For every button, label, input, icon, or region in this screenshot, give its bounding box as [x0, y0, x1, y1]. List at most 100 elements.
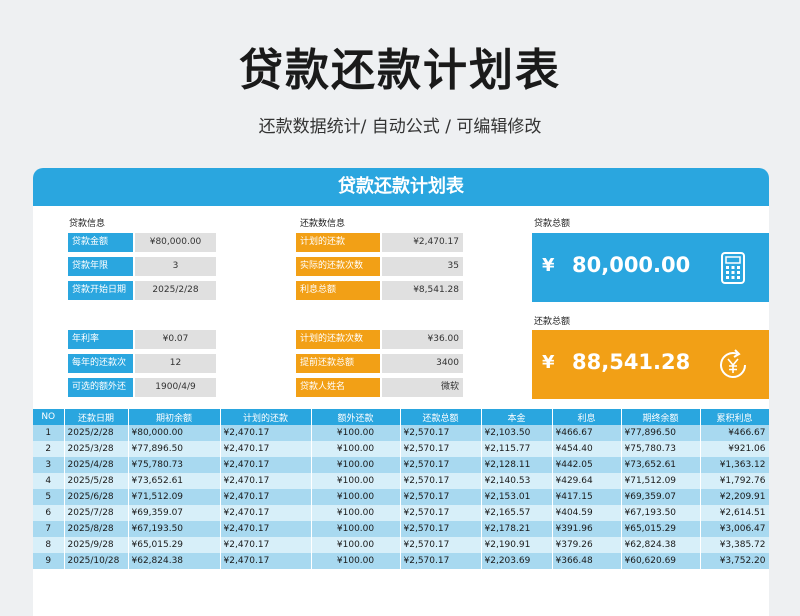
field-value[interactable]: 2025/2/28 — [135, 281, 216, 300]
table-row[interactable]: 1 2025/2/28 ¥80,000.00 ¥2,470.17 ¥100.00 ¥2,5… — [33, 425, 769, 441]
table-cell[interactable]: ¥69,359.07 — [621, 489, 701, 505]
table-row[interactable]: 5 2025/6/28 ¥71,512.09 ¥2,470.17 ¥100.00 ¥2,5… — [33, 489, 769, 505]
table-cell[interactable]: 1 — [33, 425, 65, 441]
table-cell[interactable]: ¥2,570.17 — [400, 441, 482, 457]
table-cell[interactable]: 2025/5/28 — [64, 473, 129, 489]
table-cell[interactable]: ¥2,470.17 — [220, 553, 312, 569]
field-value[interactable]: 1900/4/9 — [135, 378, 216, 397]
table-cell[interactable]: ¥80,000.00 — [128, 425, 221, 441]
table-cell[interactable]: ¥2,190.91 — [481, 537, 553, 553]
table-cell[interactable]: ¥73,652.61 — [128, 473, 221, 489]
table-cell[interactable]: 2025/3/28 — [64, 441, 129, 457]
table-cell[interactable]: ¥442.05 — [552, 457, 622, 473]
table-row[interactable]: 4 2025/5/28 ¥73,652.61 ¥2,470.17 ¥100.00 ¥2,5… — [33, 473, 769, 489]
table-cell[interactable]: ¥417.15 — [552, 489, 622, 505]
field-value[interactable]: ¥36.00 — [382, 330, 463, 349]
table-cell[interactable]: ¥77,896.50 — [128, 441, 221, 457]
table-cell[interactable]: ¥2,470.17 — [220, 505, 312, 521]
table-cell[interactable]: ¥100.00 — [311, 537, 401, 553]
table-cell[interactable]: ¥454.40 — [552, 441, 622, 457]
table-cell[interactable]: ¥100.00 — [311, 521, 401, 537]
table-cell[interactable]: ¥2,570.17 — [400, 537, 482, 553]
table-cell[interactable]: 2 — [33, 441, 65, 457]
table-cell[interactable]: ¥2,203.69 — [481, 553, 553, 569]
field-value[interactable]: 35 — [382, 257, 463, 276]
table-cell[interactable]: ¥2,470.17 — [220, 521, 312, 537]
table-cell[interactable]: ¥2,470.17 — [220, 489, 312, 505]
table-cell[interactable]: ¥77,896.50 — [621, 425, 701, 441]
table-cell[interactable]: 2025/2/28 — [64, 425, 129, 441]
table-row[interactable]: 9 2025/10/28 ¥62,824.38 ¥2,470.17 ¥100.00 ¥2,… — [33, 553, 769, 569]
table-cell[interactable]: 2025/8/28 — [64, 521, 129, 537]
table-cell[interactable]: ¥2,178.21 — [481, 521, 553, 537]
table-cell[interactable]: ¥2,570.17 — [400, 473, 482, 489]
table-cell[interactable]: ¥429.64 — [552, 473, 622, 489]
table-cell[interactable]: 2025/9/28 — [64, 537, 129, 553]
table-cell[interactable]: ¥2,470.17 — [220, 441, 312, 457]
table-cell[interactable]: ¥75,780.73 — [128, 457, 221, 473]
table-cell[interactable]: ¥100.00 — [311, 473, 401, 489]
table-cell[interactable]: 4 — [33, 473, 65, 489]
table-cell[interactable]: ¥2,103.50 — [481, 425, 553, 441]
table-cell[interactable]: ¥379.26 — [552, 537, 622, 553]
field-value[interactable]: ¥8,541.28 — [382, 281, 463, 300]
table-cell[interactable]: ¥2,570.17 — [400, 489, 482, 505]
table-cell[interactable]: ¥100.00 — [311, 425, 401, 441]
table-cell[interactable]: ¥2,570.17 — [400, 553, 482, 569]
table-cell[interactable]: ¥60,620.69 — [621, 553, 701, 569]
table-cell[interactable]: 9 — [33, 553, 65, 569]
table-cell[interactable]: ¥466.67 — [552, 425, 622, 441]
table-cell[interactable]: ¥2,570.17 — [400, 505, 482, 521]
table-cell[interactable]: ¥2,470.17 — [220, 473, 312, 489]
table-cell[interactable]: 3 — [33, 457, 65, 473]
table-cell[interactable]: ¥75,780.73 — [621, 441, 701, 457]
table-cell[interactable]: ¥71,512.09 — [621, 473, 701, 489]
table-cell[interactable]: ¥100.00 — [311, 489, 401, 505]
table-cell[interactable]: ¥71,512.09 — [128, 489, 221, 505]
table-cell[interactable]: ¥1,363.12 — [700, 457, 769, 473]
table-cell[interactable]: ¥100.00 — [311, 441, 401, 457]
table-cell[interactable]: ¥67,193.50 — [621, 505, 701, 521]
table-cell[interactable]: ¥1,792.76 — [700, 473, 769, 489]
table-cell[interactable]: ¥2,470.17 — [220, 537, 312, 553]
table-cell[interactable]: 5 — [33, 489, 65, 505]
table-row[interactable]: 2 2025/3/28 ¥77,896.50 ¥2,470.17 ¥100.00 ¥2,5… — [33, 441, 769, 457]
table-cell[interactable]: ¥366.48 — [552, 553, 622, 569]
table-cell[interactable]: ¥2,570.17 — [400, 457, 482, 473]
table-cell[interactable]: ¥100.00 — [311, 553, 401, 569]
table-row[interactable]: 8 2025/9/28 ¥65,015.29 ¥2,470.17 ¥100.00 ¥2,5… — [33, 537, 769, 553]
table-cell[interactable]: ¥2,115.77 — [481, 441, 553, 457]
table-cell[interactable]: 2025/4/28 — [64, 457, 129, 473]
table-cell[interactable]: 2025/7/28 — [64, 505, 129, 521]
table-cell[interactable]: ¥404.59 — [552, 505, 622, 521]
table-cell[interactable]: ¥3,752.20 — [700, 553, 769, 569]
table-cell[interactable]: ¥2,165.57 — [481, 505, 553, 521]
field-value[interactable]: ¥0.07 — [135, 330, 216, 349]
field-value[interactable]: 3400 — [382, 354, 463, 373]
table-cell[interactable]: ¥2,570.17 — [400, 521, 482, 537]
table-cell[interactable]: ¥2,153.01 — [481, 489, 553, 505]
table-cell[interactable]: ¥67,193.50 — [128, 521, 221, 537]
table-cell[interactable]: ¥2,614.51 — [700, 505, 769, 521]
table-cell[interactable]: ¥2,209.91 — [700, 489, 769, 505]
table-cell[interactable]: ¥391.96 — [552, 521, 622, 537]
table-cell[interactable]: ¥921.06 — [700, 441, 769, 457]
table-row[interactable]: 3 2025/4/28 ¥75,780.73 ¥2,470.17 ¥100.00 ¥2,5… — [33, 457, 769, 473]
table-cell[interactable]: ¥100.00 — [311, 457, 401, 473]
table-cell[interactable]: ¥65,015.29 — [621, 521, 701, 537]
table-cell[interactable]: ¥69,359.07 — [128, 505, 221, 521]
table-cell[interactable]: ¥2,470.17 — [220, 425, 312, 441]
table-row[interactable]: 6 2025/7/28 ¥69,359.07 ¥2,470.17 ¥100.00 ¥2,5… — [33, 505, 769, 521]
table-cell[interactable]: ¥100.00 — [311, 505, 401, 521]
table-cell[interactable]: 2025/6/28 — [64, 489, 129, 505]
table-cell[interactable]: ¥2,140.53 — [481, 473, 553, 489]
table-cell[interactable]: ¥62,824.38 — [621, 537, 701, 553]
field-value[interactable]: 12 — [135, 354, 216, 373]
table-cell[interactable]: ¥65,015.29 — [128, 537, 221, 553]
field-value[interactable]: 3 — [135, 257, 216, 276]
table-cell[interactable]: ¥3,385.72 — [700, 537, 769, 553]
table-cell[interactable]: ¥62,824.38 — [128, 553, 221, 569]
table-cell[interactable]: ¥2,128.11 — [481, 457, 553, 473]
table-row[interactable]: 7 2025/8/28 ¥67,193.50 ¥2,470.17 ¥100.00 ¥2,5… — [33, 521, 769, 537]
field-value[interactable]: ¥2,470.17 — [382, 233, 463, 252]
